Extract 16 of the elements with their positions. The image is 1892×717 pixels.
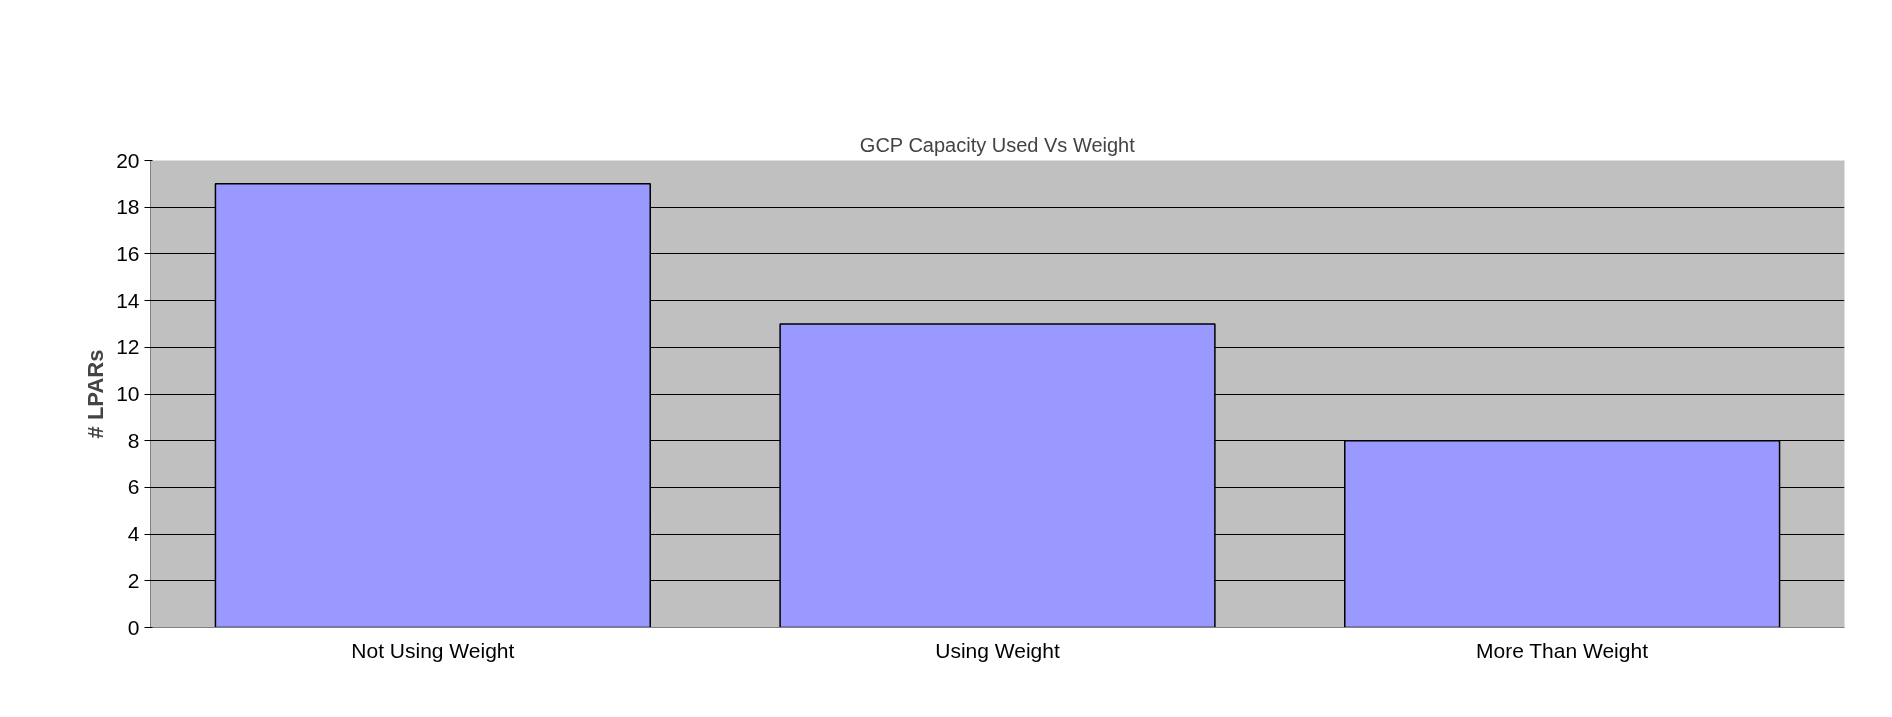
y-tick-label: 14 — [116, 288, 140, 312]
x-tick-label: Not Using Weight — [351, 638, 515, 662]
y-axis-title: # LPARs — [83, 349, 109, 439]
y-tick-label: 4 — [127, 522, 140, 546]
x-tick-label: More Than Weight — [1475, 638, 1649, 662]
y-tick-label: 16 — [116, 241, 140, 265]
y-tick-label: 6 — [127, 475, 140, 499]
y-tick-label: 18 — [116, 195, 140, 219]
y-tick-label: 12 — [116, 335, 140, 359]
chart-title: GCP Capacity Used Vs Weight — [859, 133, 1136, 156]
y-tick-label: 8 — [127, 428, 140, 452]
y-tick-label: 20 — [116, 148, 140, 172]
y-tick-label: 10 — [116, 382, 140, 405]
x-tick-label: Using Weight — [935, 638, 1060, 662]
y-tick-label: 2 — [127, 568, 140, 592]
y-tick-label: 0 — [127, 615, 140, 639]
